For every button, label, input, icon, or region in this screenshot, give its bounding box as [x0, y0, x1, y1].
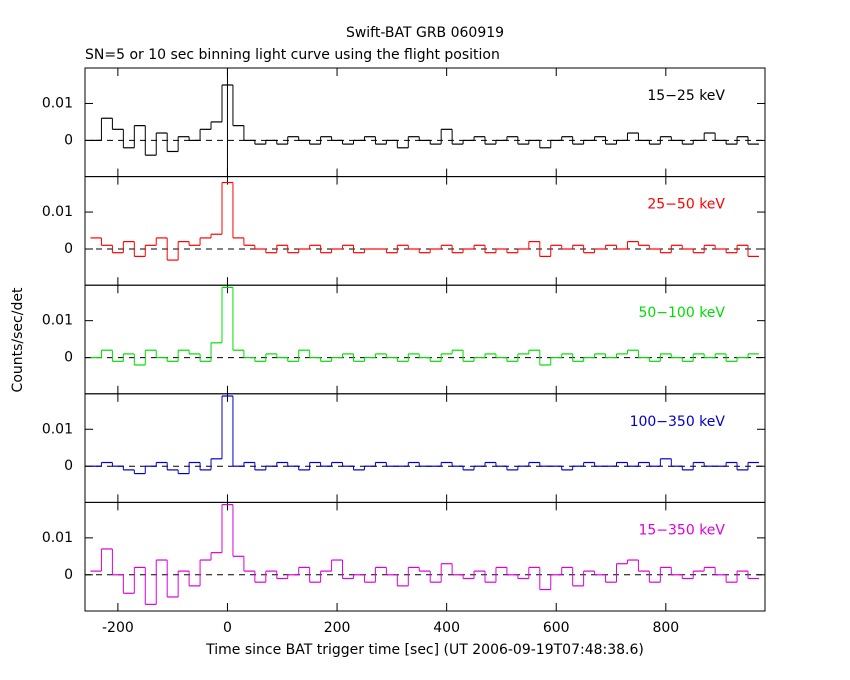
- panel-frame: [84, 176, 766, 286]
- legend-label: 100−350 keV: [630, 414, 726, 430]
- y-tick-label: 0.01: [42, 95, 73, 111]
- y-tick-label: 0: [64, 458, 73, 474]
- panel-frame: [84, 393, 766, 503]
- chart-title: Swift-BAT GRB 060919: [346, 25, 504, 41]
- y-tick-label: 0: [64, 241, 73, 257]
- y-tick-label: 0: [64, 567, 73, 583]
- x-axis-label: Time since BAT trigger time [sec] (UT 20…: [205, 642, 644, 658]
- panel-frame: [84, 67, 766, 178]
- legend-label: 50−100 keV: [638, 305, 725, 321]
- x-tick-label: 600: [543, 620, 570, 636]
- panel-frame: [84, 284, 766, 395]
- x-tick-label: 0: [223, 620, 232, 636]
- y-axis-label: Counts/sec/det: [10, 287, 26, 392]
- y-tick-label: 0.01: [42, 313, 73, 329]
- x-tick-label: -200: [102, 620, 134, 636]
- panel-frame: [84, 501, 766, 612]
- x-tick-label: 400: [433, 620, 460, 636]
- x-tick-label: 800: [652, 620, 679, 636]
- y-tick-label: 0: [64, 132, 73, 148]
- y-tick-label: 0.01: [42, 204, 73, 220]
- legend-label: 25−50 keV: [647, 197, 725, 213]
- legend-label: 15−25 keV: [647, 88, 725, 104]
- y-tick-label: 0.01: [42, 421, 73, 437]
- y-tick-label: 0: [64, 350, 73, 366]
- chart-subtitle: SN=5 or 10 sec binning light curve using…: [85, 47, 500, 63]
- y-tick-label: 0.01: [42, 530, 73, 546]
- legend-label: 15−350 keV: [638, 522, 725, 538]
- x-tick-label: 200: [324, 620, 351, 636]
